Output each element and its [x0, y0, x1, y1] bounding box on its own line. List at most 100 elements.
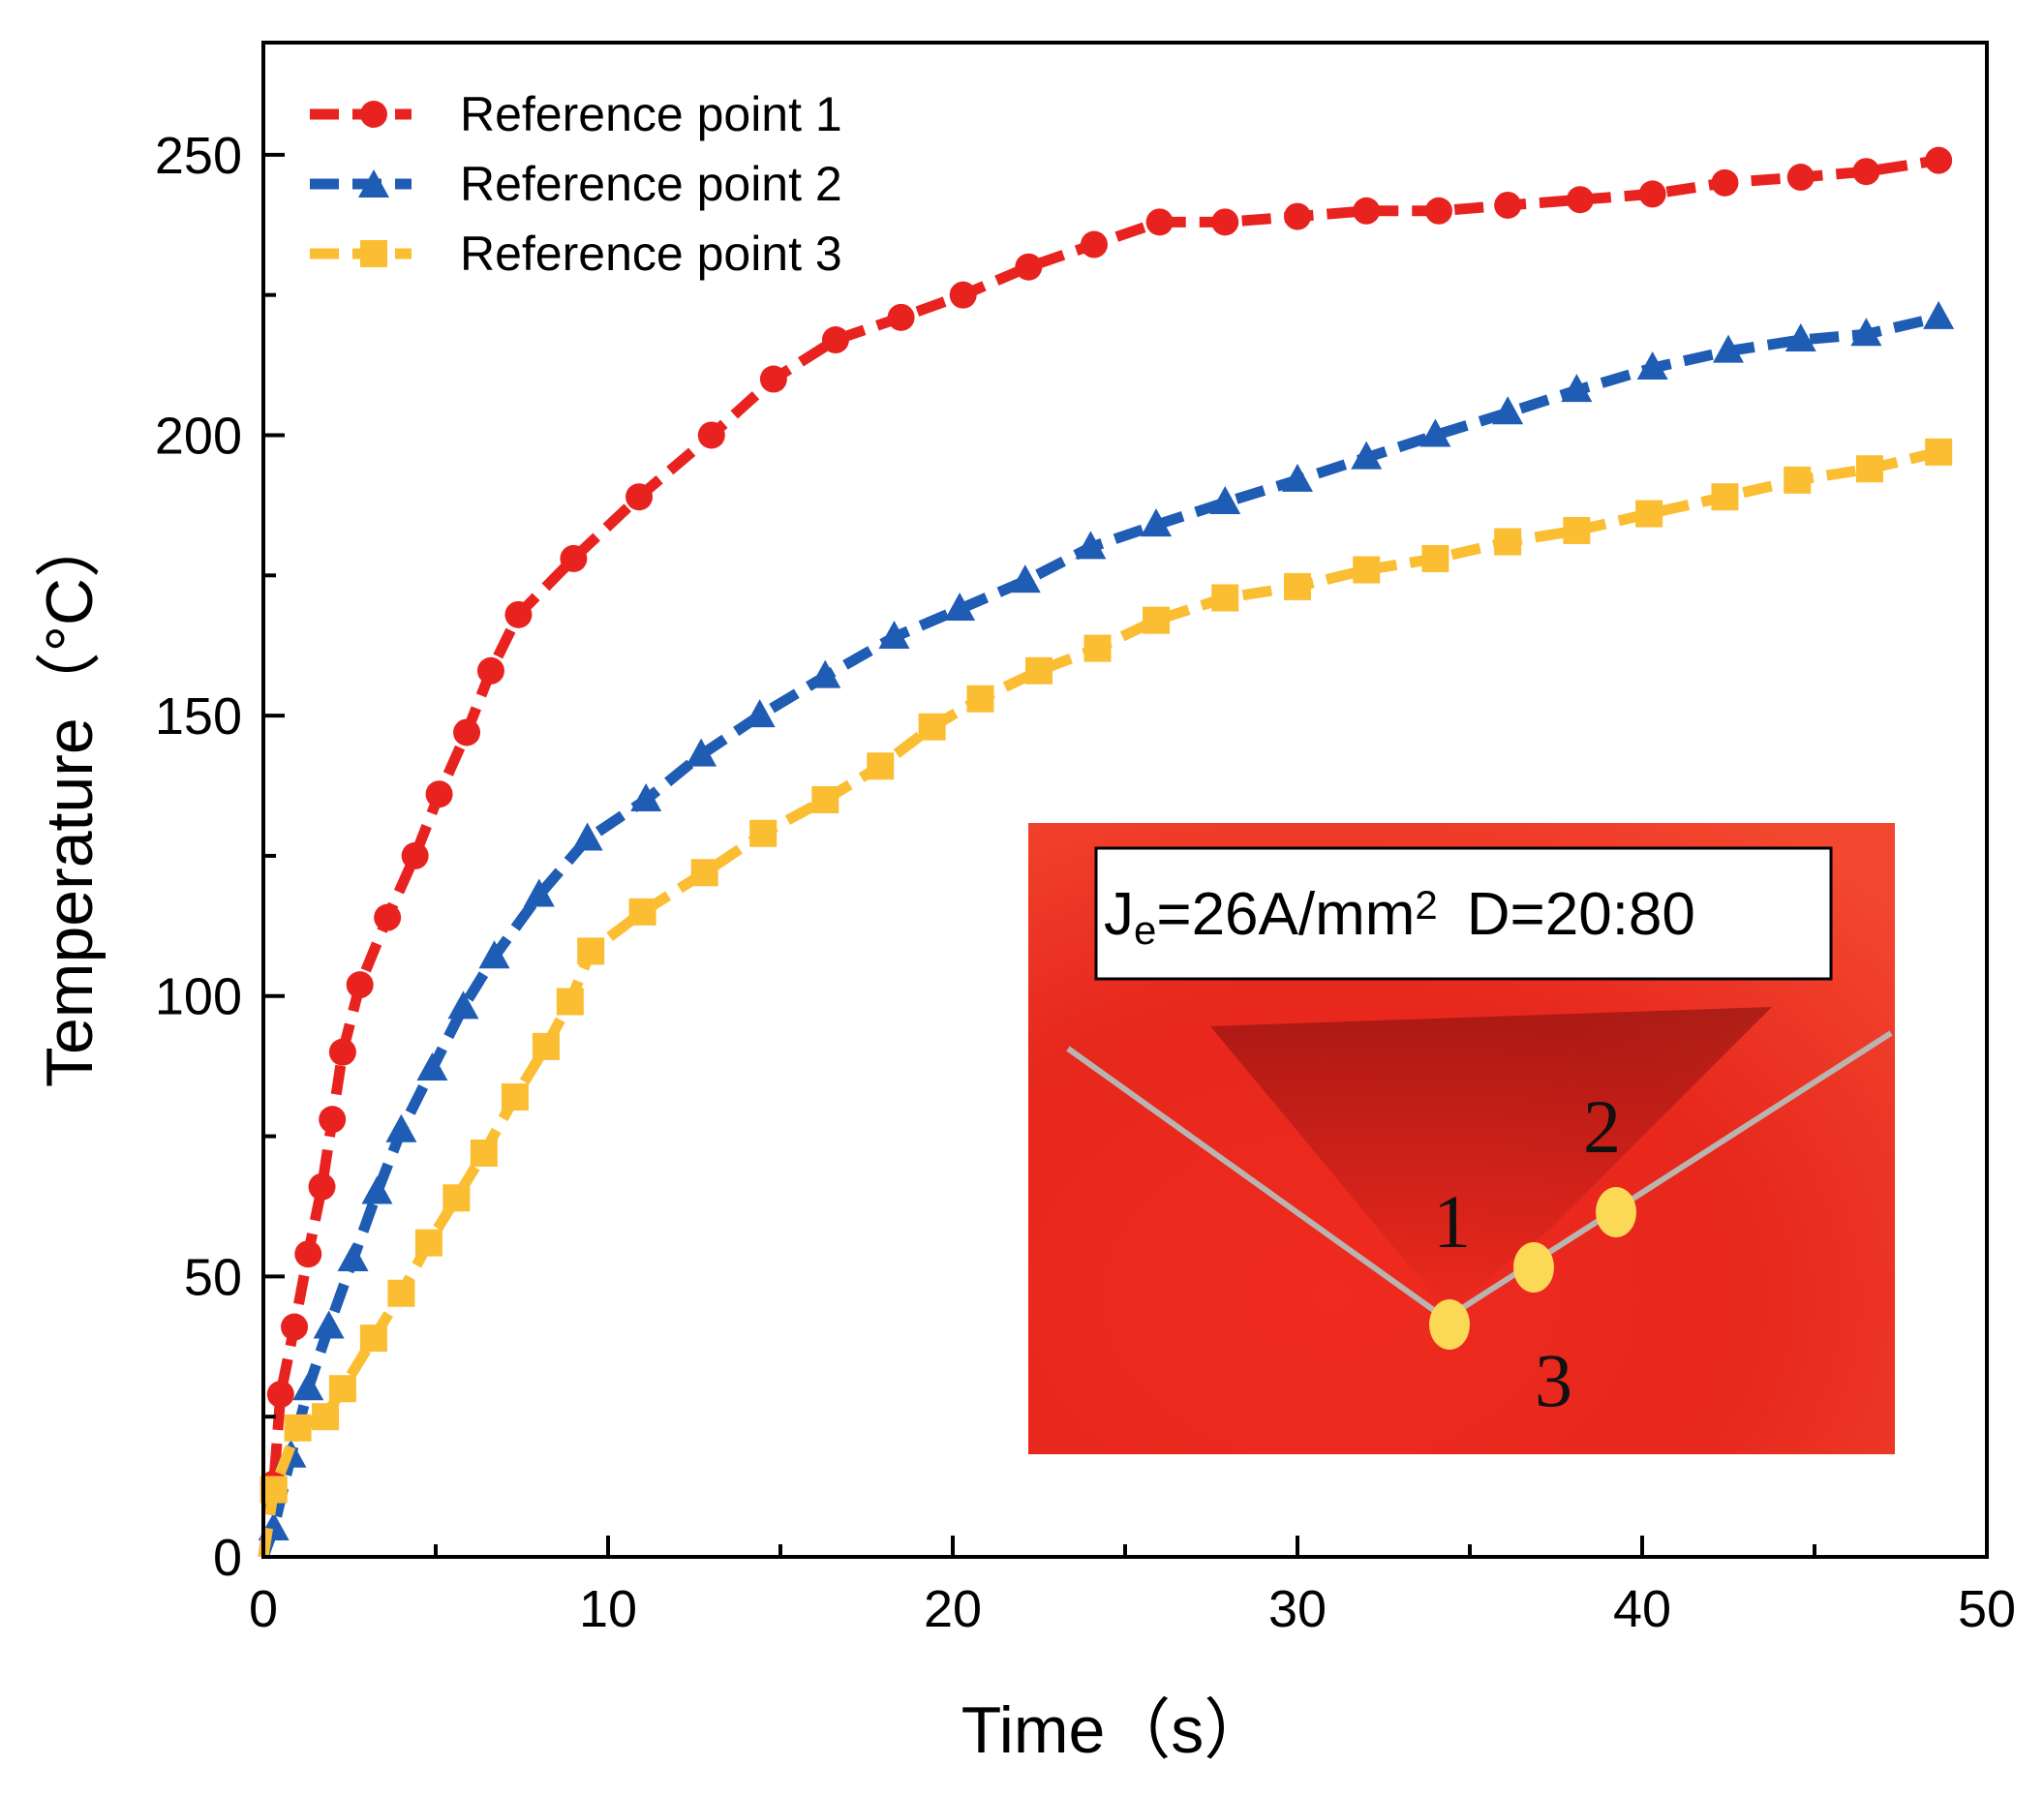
- series-1-point: [1424, 197, 1452, 225]
- series-3-point: [966, 685, 994, 713]
- y-tick-label: 200: [155, 407, 242, 465]
- series-3-point: [284, 1414, 312, 1442]
- series-3-point: [414, 1229, 442, 1257]
- series-2-point: [571, 822, 603, 851]
- inset-point-label-3: 3: [1535, 1338, 1572, 1422]
- legend: Reference point 1 Reference point 2 Refere…: [310, 87, 842, 281]
- series-1-point: [1353, 197, 1381, 225]
- y-tick-label: 0: [213, 1529, 242, 1587]
- series-layer: [258, 146, 1955, 1559]
- series-1-point: [308, 1173, 336, 1201]
- y-tick-label: 50: [184, 1248, 242, 1306]
- series-1-point: [425, 780, 453, 808]
- series-1-point: [697, 421, 725, 449]
- series-1-point: [1852, 158, 1880, 186]
- series-2-point: [1561, 374, 1593, 403]
- axes: 0 10 20 30 40 50 0 50 100 150 200 250 Time（s） Tempera…: [33, 41, 2016, 1767]
- series-1-point: [319, 1106, 347, 1134]
- series-3-point: [1211, 584, 1239, 612]
- inset-point-label-1: 1: [1433, 1179, 1471, 1264]
- series-2-point: [1282, 463, 1313, 492]
- series-2-point: [1785, 323, 1816, 352]
- series-3-point: [811, 786, 839, 813]
- series-1-point: [346, 971, 374, 999]
- series-1-point: [1494, 191, 1522, 219]
- series-1-point: [821, 326, 849, 354]
- series-2-point: [1850, 318, 1882, 347]
- series-2-point: [447, 990, 479, 1020]
- series-3-point: [1143, 606, 1171, 634]
- series-1-point: [1925, 146, 1953, 174]
- series-1-point: [1711, 168, 1739, 197]
- y-tick-label: 250: [155, 127, 242, 185]
- legend-label: Reference point 1: [460, 87, 842, 141]
- series-2-point: [1419, 418, 1451, 447]
- series-1-point: [759, 365, 787, 393]
- inset-photo: 1 2 3 Je=26A/mm2 D=20:80: [1028, 823, 1895, 1454]
- series-2-point: [416, 1052, 448, 1081]
- series-3-point: [1784, 466, 1812, 494]
- series-3-point: [1925, 438, 1953, 466]
- series-2-point: [1923, 300, 1955, 329]
- inset-label-box: [1094, 846, 1833, 981]
- x-tick-label: 10: [579, 1580, 637, 1638]
- series-3-point: [312, 1403, 340, 1431]
- series-3-point: [387, 1279, 415, 1307]
- series-2-point: [944, 593, 976, 622]
- series-3-point: [1421, 544, 1449, 572]
- series-2-point: [313, 1310, 345, 1339]
- series-2-point: [478, 940, 510, 969]
- y-axis-title: Temperature（°C）: [33, 512, 107, 1087]
- series-3-point: [359, 1325, 387, 1353]
- series-3-point: [1635, 500, 1663, 528]
- x-axis-title: Time（s）: [961, 1693, 1270, 1767]
- series-2-point: [292, 1372, 324, 1401]
- y-tick-label: 100: [155, 968, 242, 1026]
- series-2-point: [1075, 531, 1107, 560]
- x-tick-label: 50: [1958, 1580, 2016, 1638]
- legend-entry-3: Reference point 3: [310, 227, 842, 281]
- series-3-point: [1711, 483, 1739, 511]
- legend-swatch-marker: [358, 169, 389, 198]
- series-3-point: [556, 988, 584, 1016]
- series-1-point: [1284, 202, 1311, 230]
- series-3-point: [1353, 556, 1381, 584]
- series-1-point: [1015, 253, 1043, 281]
- legend-label: Reference point 3: [460, 227, 842, 281]
- series-2-point: [1351, 441, 1383, 470]
- series-2-point: [686, 738, 717, 767]
- series-1-point: [504, 600, 533, 628]
- series-2-point: [1209, 485, 1241, 514]
- series-1-point: [1566, 186, 1594, 214]
- inset-point-2: [1596, 1187, 1636, 1237]
- series-3-point: [1284, 572, 1311, 600]
- series-3-point: [328, 1375, 356, 1403]
- series-3-point: [532, 1032, 560, 1060]
- series-3-point: [1855, 455, 1883, 483]
- series-3-point: [628, 898, 656, 926]
- series-1-point: [281, 1313, 309, 1341]
- series-2-point: [630, 783, 662, 811]
- series-2-point: [1141, 508, 1173, 537]
- series-3-point: [470, 1139, 498, 1167]
- y-tick-label: 150: [155, 687, 242, 746]
- series-2-point: [878, 621, 910, 650]
- series-2-point: [1009, 564, 1041, 594]
- legend-swatch-marker: [360, 101, 387, 128]
- series-2-point: [523, 878, 555, 907]
- series-3-point: [1025, 656, 1053, 685]
- series-1-point: [625, 483, 654, 511]
- series-1-point: [887, 303, 915, 331]
- series-3-point: [1563, 516, 1591, 544]
- series-1-point: [453, 718, 481, 746]
- series-1-point: [374, 903, 402, 931]
- series-3-point: [690, 859, 718, 887]
- legend-entry-1: Reference point 1: [310, 87, 842, 141]
- x-tick-label: 20: [924, 1580, 982, 1638]
- series-1-point: [1211, 208, 1239, 236]
- series-2-point: [744, 699, 776, 728]
- series-1-point: [1638, 180, 1666, 208]
- series-3-point: [918, 713, 946, 741]
- series-1-point: [560, 544, 588, 572]
